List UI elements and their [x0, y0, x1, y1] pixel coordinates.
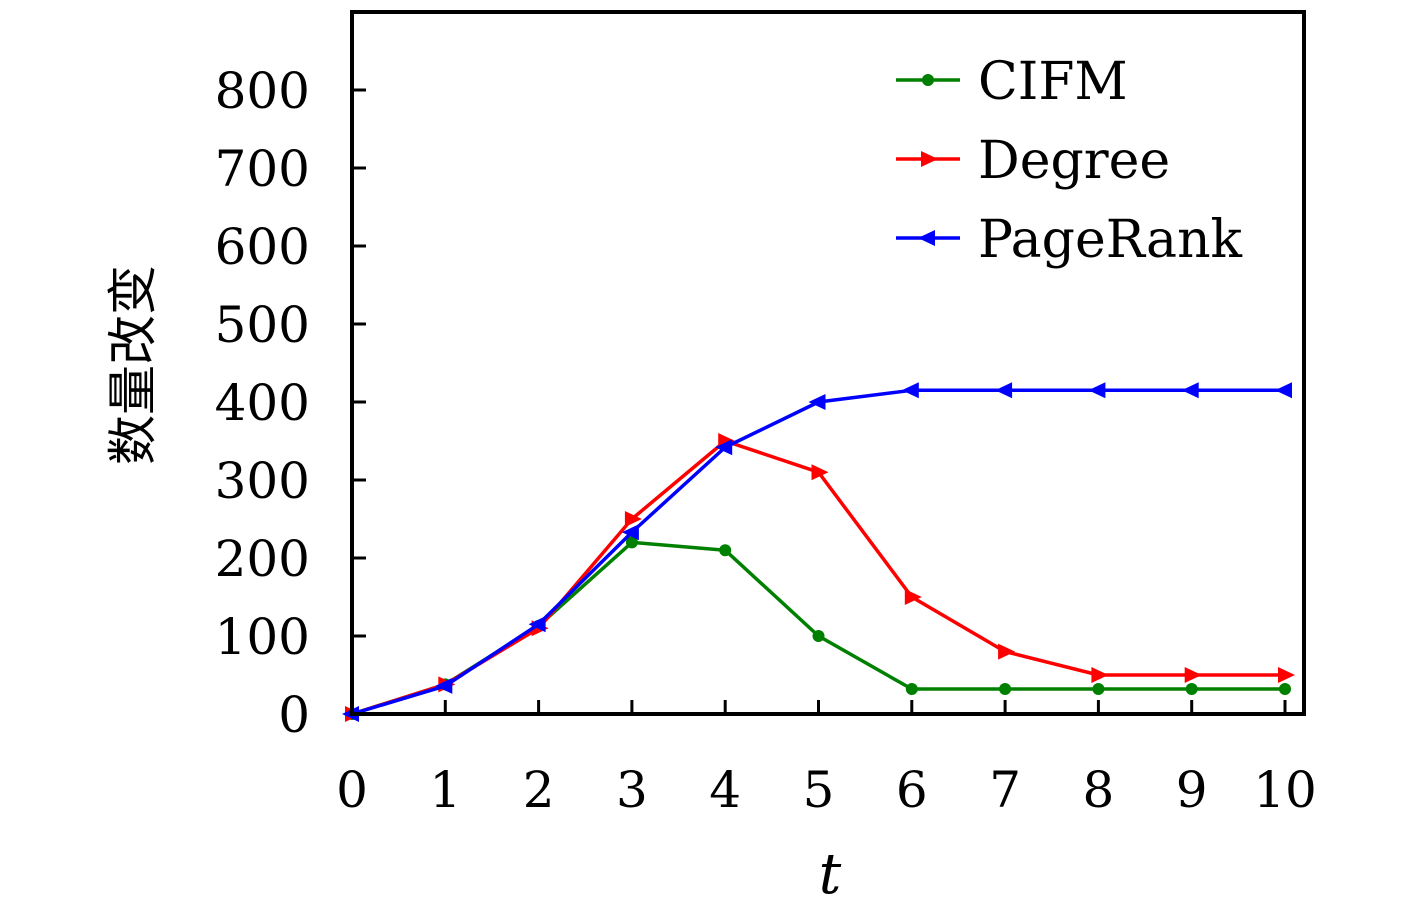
data-point-cifm: [719, 544, 732, 557]
x-tick-label: 8: [1082, 761, 1114, 819]
x-tick-label: 0: [336, 761, 368, 819]
series-line-degree: [351, 439, 1285, 716]
legend-item-degree: Degree: [896, 131, 1170, 191]
y-tick-label: 400: [215, 374, 310, 432]
x-tick-label: 6: [896, 761, 928, 819]
legend-label-cifm: CIFM: [978, 52, 1128, 112]
data-point-cifm: [999, 683, 1012, 696]
y-axis-title: 数量改变: [104, 265, 162, 465]
y-tick-label: 0: [278, 686, 310, 744]
series-line-cifm: [351, 540, 1285, 716]
series-cifm: [346, 536, 1291, 720]
x-axis-title: t: [819, 842, 842, 905]
data-point-degree: [1091, 667, 1109, 683]
data-point-cifm: [625, 536, 638, 549]
data-point-cifm: [905, 683, 918, 696]
y-tick-label: 600: [215, 218, 310, 276]
legend-item-cifm: CIFM: [896, 52, 1128, 112]
y-tick-label: 800: [215, 62, 310, 120]
legend-item-pagerank: PageRank: [896, 210, 1243, 270]
y-tick-label: 100: [215, 608, 310, 666]
x-tick-label: 1: [429, 761, 461, 819]
plot-frame: [350, 10, 1306, 716]
data-point-pagerank: [808, 394, 826, 410]
x-tick-label: 5: [803, 761, 835, 819]
x-tick-label: 7: [989, 761, 1021, 819]
x-tick-label: 2: [523, 761, 555, 819]
y-tick-label: 500: [215, 296, 310, 354]
x-tick-label: 4: [709, 761, 741, 819]
legend-marker-pagerank: [918, 230, 935, 246]
data-point-pagerank: [621, 524, 639, 541]
series-pagerank: [342, 382, 1292, 722]
data-point-degree: [904, 589, 922, 605]
y-tick-label: 300: [215, 452, 310, 510]
data-point-pagerank: [1181, 382, 1199, 399]
legend-label-pagerank: PageRank: [978, 210, 1243, 270]
series-layer: [342, 382, 1295, 722]
y-tick-label: 700: [215, 140, 310, 198]
legend-marker-degree: [921, 151, 938, 167]
data-point-degree: [624, 511, 642, 527]
data-point-cifm: [812, 630, 825, 642]
data-point-degree: [811, 464, 829, 481]
data-point-pagerank: [1275, 382, 1292, 399]
data-point-pagerank: [1088, 382, 1106, 399]
data-point-degree: [998, 643, 1016, 660]
data-point-degree: [1184, 667, 1202, 683]
data-point-cifm: [1092, 683, 1105, 696]
data-point-cifm: [1279, 683, 1291, 696]
data-point-pagerank: [901, 382, 919, 399]
x-tick-label: 3: [616, 761, 648, 819]
legend-marker-cifm: [922, 74, 934, 86]
legend-label-degree: Degree: [978, 131, 1170, 191]
legend: CIFM Degree PageRank: [896, 52, 1243, 270]
data-point-degree: [1278, 667, 1295, 683]
data-point-pagerank: [435, 677, 453, 694]
data-point-cifm: [1185, 683, 1198, 696]
data-point-pagerank: [528, 616, 546, 633]
x-tick-label: 9: [1176, 761, 1208, 819]
x-tick-label: 10: [1253, 761, 1317, 819]
series-degree: [345, 433, 1295, 722]
data-point-pagerank: [995, 382, 1013, 399]
data-point-pagerank: [715, 439, 733, 456]
y-tick-label: 200: [215, 530, 310, 588]
series-line-pagerank: [351, 388, 1285, 716]
